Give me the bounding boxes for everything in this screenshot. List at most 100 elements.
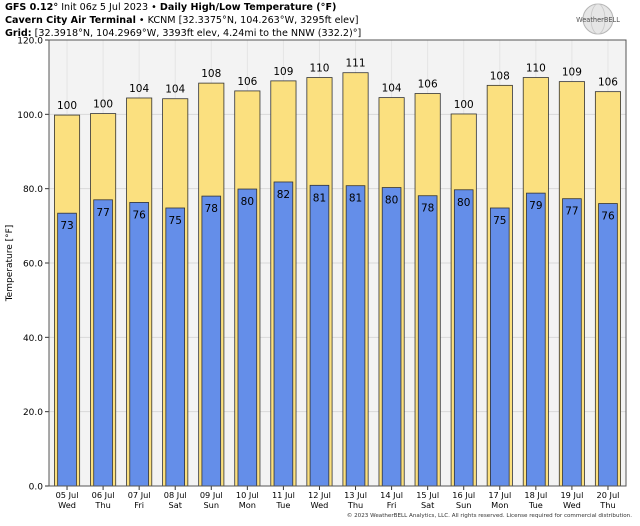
x-tick-day: Mon bbox=[239, 500, 256, 510]
high-temp-label: 104 bbox=[129, 83, 149, 95]
x-tick-date: 16 Jul bbox=[452, 490, 475, 500]
low-temp-bar bbox=[345, 185, 366, 487]
plot-frame bbox=[48, 39, 627, 487]
logo-text: WeatherBELL bbox=[576, 16, 620, 24]
x-tick-date: 10 Jul bbox=[236, 490, 259, 500]
copyright-footer: © 2023 WeatherBELL Analytics, LLC. All r… bbox=[346, 513, 632, 519]
x-tick-day: Thu bbox=[347, 500, 363, 510]
low-temp-bar bbox=[526, 192, 546, 487]
station-name: Cavern City Air Terminal bbox=[5, 15, 136, 26]
low-temp-bar bbox=[93, 199, 113, 487]
low-temp-label: 80 bbox=[241, 196, 254, 208]
x-tick-date: 20 Jul bbox=[597, 490, 620, 500]
low-temp-bar bbox=[381, 187, 402, 487]
high-temp-label: 110 bbox=[309, 63, 329, 75]
y-tick-label: 100.0 bbox=[17, 111, 43, 121]
x-tick-day: Tue bbox=[275, 500, 290, 510]
low-temp-label: 76 bbox=[132, 209, 146, 221]
low-temp-label: 77 bbox=[565, 206, 578, 218]
x-tick-day: Thu bbox=[94, 500, 110, 510]
high-temp-label: 100 bbox=[57, 100, 77, 112]
high-temp-label: 109 bbox=[562, 67, 582, 79]
low-temp-label: 81 bbox=[349, 193, 362, 205]
header-line-3: Grid: [32.3918°N, 104.2969°W, 3393ft ele… bbox=[5, 28, 361, 39]
bullet: • bbox=[151, 2, 157, 13]
x-tick-date: 11 Jul bbox=[272, 490, 295, 500]
x-tick-day: Fri bbox=[387, 500, 397, 510]
x-tick-date: 19 Jul bbox=[560, 490, 583, 500]
x-tick-day: Sat bbox=[421, 500, 435, 510]
x-tick-date: 13 Jul bbox=[344, 490, 367, 500]
high-temp-label: 104 bbox=[382, 83, 402, 95]
low-temp-label: 75 bbox=[169, 215, 182, 227]
chart-title: Daily High/Low Temperature (°F) bbox=[159, 2, 337, 13]
low-temp-label: 75 bbox=[493, 215, 506, 227]
bullet: • bbox=[138, 15, 145, 26]
low-temp-label: 82 bbox=[277, 189, 290, 201]
init-time: Init 06z 5 Jul 2023 bbox=[61, 2, 149, 13]
y-tick-label: 60.0 bbox=[23, 260, 43, 270]
x-tick-date: 07 Jul bbox=[128, 490, 151, 500]
low-temp-bar bbox=[598, 203, 618, 487]
y-tick-label: 0.0 bbox=[29, 483, 44, 493]
low-temp-bar bbox=[57, 212, 77, 487]
high-temp-label: 106 bbox=[237, 76, 257, 88]
weatherbell-logo: WeatherBELL bbox=[576, 3, 620, 35]
low-temp-bar bbox=[237, 188, 258, 487]
low-temp-label: 80 bbox=[385, 195, 398, 207]
low-temp-bar bbox=[490, 207, 510, 487]
y-tick-label: 20.0 bbox=[23, 408, 43, 418]
x-tick-day: Wed bbox=[311, 500, 329, 510]
low-temp-bar bbox=[309, 184, 330, 487]
low-temp-bar bbox=[273, 181, 294, 487]
low-temp-label: 73 bbox=[60, 220, 73, 232]
x-tick-date: 17 Jul bbox=[488, 490, 511, 500]
low-temp-label: 78 bbox=[205, 203, 218, 215]
x-tick-date: 09 Jul bbox=[200, 490, 223, 500]
high-temp-label: 100 bbox=[93, 99, 113, 111]
y-tick-label: 40.0 bbox=[23, 334, 43, 344]
x-tick-day: Mon bbox=[491, 500, 508, 510]
high-temp-label: 111 bbox=[346, 58, 366, 70]
header-line-2: Cavern City Air Terminal • KCNM [32.3375… bbox=[5, 15, 359, 26]
x-tick-day: Sun bbox=[203, 500, 219, 510]
low-temp-bar bbox=[165, 207, 185, 487]
y-axis-label: Temperature [°F] bbox=[5, 225, 15, 303]
x-tick-date: 18 Jul bbox=[524, 490, 547, 500]
header-line-1: GFS 0.12° Init 06z 5 Jul 2023 • Daily Hi… bbox=[5, 2, 336, 13]
grid-label: Grid: bbox=[5, 28, 32, 39]
high-temp-label: 106 bbox=[418, 79, 438, 91]
low-temp-bar bbox=[201, 195, 222, 487]
x-tick-date: 05 Jul bbox=[56, 490, 79, 500]
low-temp-label: 78 bbox=[421, 203, 434, 215]
high-temp-label: 109 bbox=[273, 66, 293, 78]
high-temp-label: 100 bbox=[454, 99, 474, 111]
x-tick-day: Tue bbox=[528, 500, 543, 510]
x-tick-day: Fri bbox=[134, 500, 144, 510]
low-temp-label: 79 bbox=[529, 200, 542, 212]
low-temp-bar bbox=[453, 189, 474, 487]
low-temp-label: 76 bbox=[601, 211, 615, 223]
y-tick-label: 80.0 bbox=[23, 185, 43, 195]
high-temp-label: 106 bbox=[598, 77, 618, 89]
low-temp-label: 81 bbox=[313, 192, 326, 204]
high-temp-label: 104 bbox=[165, 84, 185, 96]
high-temp-label: 108 bbox=[490, 70, 510, 82]
x-tick-date: 15 Jul bbox=[416, 490, 439, 500]
low-temp-label: 80 bbox=[457, 197, 470, 209]
low-temp-bar bbox=[129, 202, 149, 487]
x-tick-date: 06 Jul bbox=[92, 490, 115, 500]
x-tick-date: 14 Jul bbox=[380, 490, 403, 500]
x-tick-date: 12 Jul bbox=[308, 490, 331, 500]
low-temp-label: 77 bbox=[96, 207, 109, 219]
low-temp-bar bbox=[562, 198, 582, 487]
x-tick-day: Sat bbox=[169, 500, 183, 510]
x-tick-day: Wed bbox=[58, 500, 76, 510]
low-temp-bar bbox=[417, 195, 438, 487]
x-tick-day: Thu bbox=[599, 500, 615, 510]
high-temp-label: 108 bbox=[201, 68, 221, 80]
y-tick-label: 120.0 bbox=[17, 37, 43, 47]
station-info: KCNM [32.3375°N, 104.263°W, 3295ft elev] bbox=[147, 15, 359, 26]
